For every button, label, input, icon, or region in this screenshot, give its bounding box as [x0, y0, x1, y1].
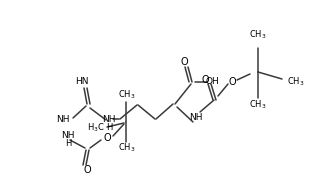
Text: OH: OH	[205, 77, 219, 87]
Text: NH: NH	[189, 113, 203, 121]
Text: O: O	[228, 77, 236, 87]
Text: O: O	[201, 75, 209, 85]
Text: H$_3$C: H$_3$C	[87, 122, 105, 134]
Text: O: O	[103, 133, 111, 143]
Text: H: H	[65, 139, 71, 147]
Text: CH$_3$: CH$_3$	[287, 76, 305, 88]
Text: O: O	[83, 165, 91, 175]
Text: CH$_3$: CH$_3$	[249, 99, 267, 111]
Text: CH$_3$: CH$_3$	[118, 142, 136, 154]
Text: O: O	[180, 57, 188, 67]
Text: NH: NH	[102, 115, 116, 125]
Text: H: H	[106, 124, 112, 133]
Text: NH: NH	[61, 132, 75, 140]
Text: HN: HN	[75, 77, 89, 87]
Text: NH: NH	[57, 115, 70, 125]
Text: CH$_3$: CH$_3$	[118, 89, 136, 101]
Text: CH$_3$: CH$_3$	[249, 29, 267, 41]
